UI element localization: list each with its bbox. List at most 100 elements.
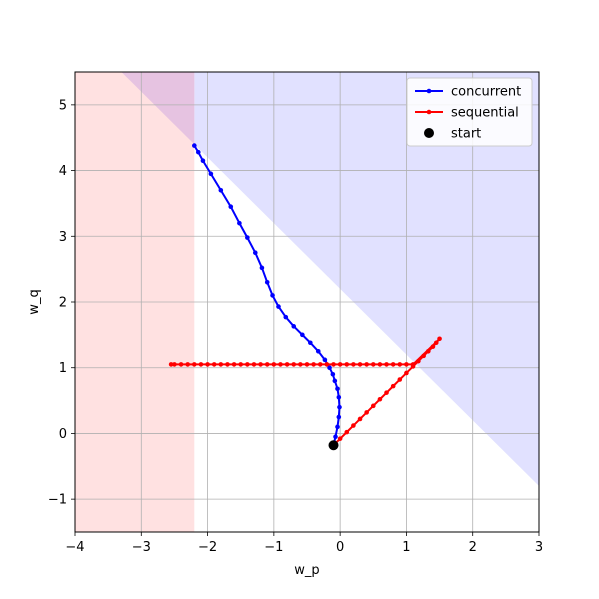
grid-lines [74,72,540,532]
x-axis-label: w_p [294,563,319,578]
sequential-point [377,396,383,402]
sequential-point [178,362,184,367]
legend-swatch-marker [426,109,432,115]
blue-region [194,72,540,486]
y-tick-label: 2 [59,296,67,311]
x-tick-label: −1 [264,540,283,555]
sequential-point [377,362,383,367]
concurrent-point [259,265,265,271]
sequential-point [357,416,363,422]
sequential-point [351,362,356,367]
x-tick-label: 3 [535,540,543,555]
concurrent-point [237,220,242,226]
sequential-point [324,362,330,367]
concurrent-point [327,365,332,371]
sequential-point [218,362,224,367]
y-tick-label: 1 [59,361,67,376]
concurrent-point [335,386,340,392]
sequential-point [364,410,369,415]
concurrent-point [200,158,206,164]
concurrent-point [322,357,328,363]
legend-label: concurrent [451,85,521,100]
sequential-point [384,390,389,395]
sequential-point [426,348,431,354]
sequential-point [211,362,217,367]
overlap-region [121,72,195,145]
sequential-point [284,362,290,367]
concurrent-point [283,314,289,320]
sequential-point [433,340,439,346]
legend-box [406,77,533,147]
sequential-point [344,362,350,367]
concurrent-point [330,371,336,377]
x-tick-label: −4 [65,540,84,555]
legend-swatch [424,128,434,138]
legend-swatch-marker [426,88,432,94]
x-tick-label: 0 [336,540,344,555]
sequential-point [384,362,389,367]
sequential-point [357,362,363,367]
sequential-point [311,362,316,367]
y-axis-ticks: −1 0 1 2 3 4 5 [48,98,75,508]
concurrent-point [336,414,342,420]
legend: concurrent sequential start [406,77,533,147]
concurrent-point [264,279,270,285]
sequential-point [317,362,323,367]
legend-label: start [451,127,481,142]
concurrent-point [332,378,338,384]
concurrent-point [252,250,258,256]
series-layer [168,143,442,451]
concurrent-point [291,324,297,329]
sequential-point [331,362,336,367]
sequential-point [337,362,343,367]
sequential-point [370,362,376,367]
sequential-point [291,362,297,367]
sequential-point [231,362,237,367]
concurrent-point [276,304,281,309]
concurrent-point [308,340,313,346]
y-tick-label: 4 [59,164,67,179]
y-tick-label: 0 [59,427,67,442]
sequential-point [370,403,376,409]
concurrent-point [192,143,197,148]
sequential-point [198,362,204,367]
sequential-point [351,423,356,428]
sequential-point [416,358,421,364]
concurrent-point [218,187,224,193]
sequential-point [437,336,442,342]
y-axis-label: w_q [27,289,42,314]
legend-label: sequential [451,106,519,121]
y-tick-label: 3 [59,230,67,245]
concurrent-point [333,434,338,440]
concurrent-point [228,204,234,210]
concurrent-point [195,149,201,155]
sequential-point [397,362,403,367]
concurrent-point [270,293,275,298]
concurrent-point [300,332,305,338]
concurrent-point [337,404,342,410]
sequential-point [205,362,210,367]
sequential-point [264,362,270,367]
x-tick-label: −3 [132,540,151,555]
sequential-point [404,370,409,376]
concurrent-point [208,171,214,177]
concurrent-point [245,235,250,240]
sequential-point [298,362,303,367]
sequential-point [238,362,244,367]
sequential-point [337,436,343,441]
x-tick-label: −2 [198,540,217,555]
concurrent-point [315,348,321,354]
concurrent-point [335,424,340,430]
sequential-point [278,362,283,367]
sequential-point [172,362,177,367]
start-marker [328,440,339,451]
sequential-point [410,362,416,367]
sequential-point [185,362,190,367]
sequential-point [344,429,350,435]
sequential-point [271,362,277,367]
sequential-point [304,362,310,367]
x-tick-label: 2 [469,540,477,555]
sequential-point [225,362,230,367]
sequential-point [251,362,257,367]
sequential-point [364,362,369,367]
